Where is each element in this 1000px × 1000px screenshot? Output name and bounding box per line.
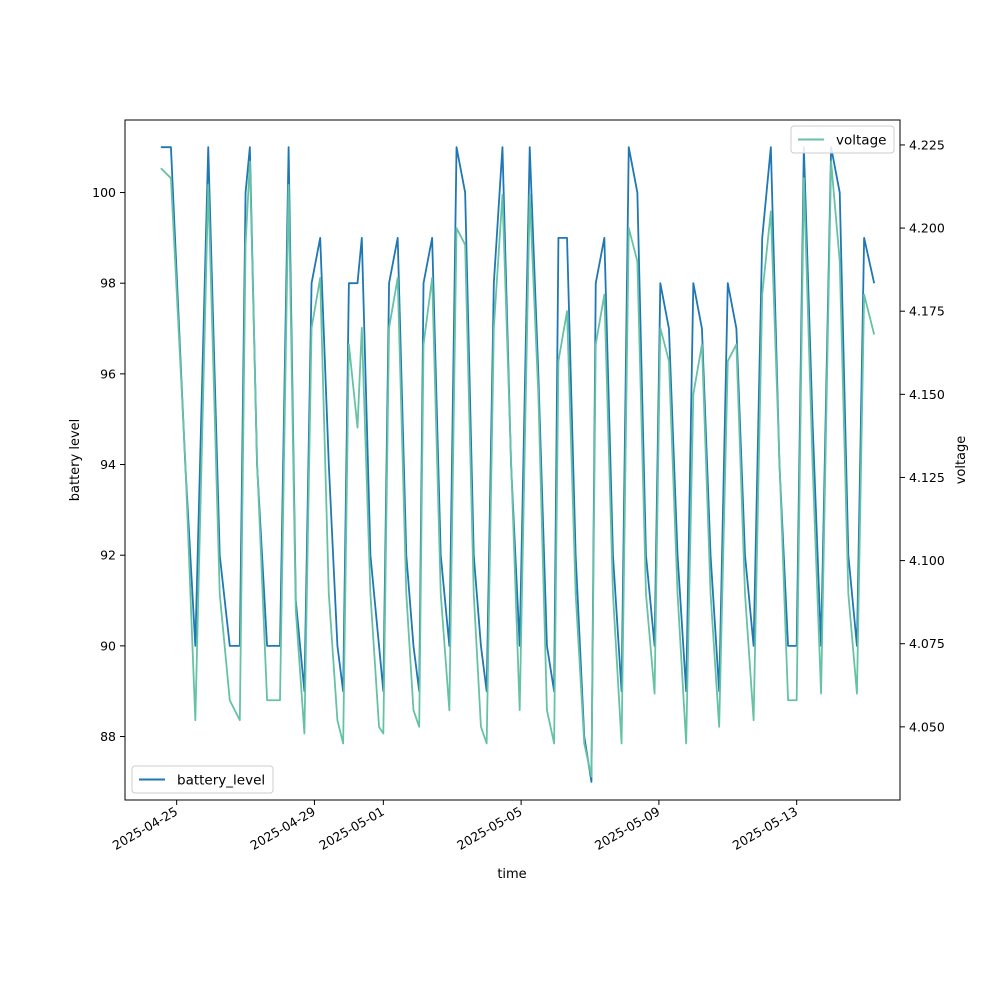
y-tick-label-right: 4.125 [909, 470, 945, 485]
y-tick-label-right: 4.150 [909, 387, 945, 402]
legend-battery-box [131, 765, 274, 794]
y-axis-left: 88 90 92 94 96 98 100 [92, 185, 125, 744]
legend-voltage: voltage [790, 125, 895, 154]
series-line-battery-level [160, 146, 876, 783]
series-line-voltage [160, 160, 876, 778]
y-tick-label-left: 96 [100, 366, 116, 381]
y-tick-label-left: 92 [100, 548, 116, 563]
y-axis-title-left: battery level [68, 419, 83, 502]
y-tick-label-left: 98 [100, 276, 116, 291]
y-tick-label-right: 4.200 [909, 221, 945, 236]
y-tick-label-left: 90 [100, 638, 116, 653]
y-tick-label-left: 88 [100, 729, 116, 744]
legend-voltage-box [790, 125, 895, 154]
y-tick-label-right: 4.050 [909, 719, 945, 734]
legend-battery-label: battery_level [177, 773, 265, 789]
y-tick-label-right: 4.100 [909, 553, 945, 568]
series-layer [160, 146, 876, 783]
y-axis-right: 4.050 4.075 4.100 4.125 4.150 4.175 4.200 4.225 [900, 137, 945, 734]
legend-voltage-label: voltage [836, 133, 886, 149]
y-tick-label-left: 100 [92, 185, 116, 200]
legend-battery: battery_level [131, 765, 274, 794]
y-axis-title-right: voltage [954, 436, 969, 485]
plot-frame [124, 119, 901, 801]
y-tick-label-right: 4.225 [909, 137, 945, 152]
y-tick-label-left: 94 [100, 457, 116, 472]
y-tick-label-right: 4.075 [909, 636, 945, 651]
x-axis-title: time [497, 867, 526, 882]
y-tick-label-right: 4.175 [909, 304, 945, 319]
